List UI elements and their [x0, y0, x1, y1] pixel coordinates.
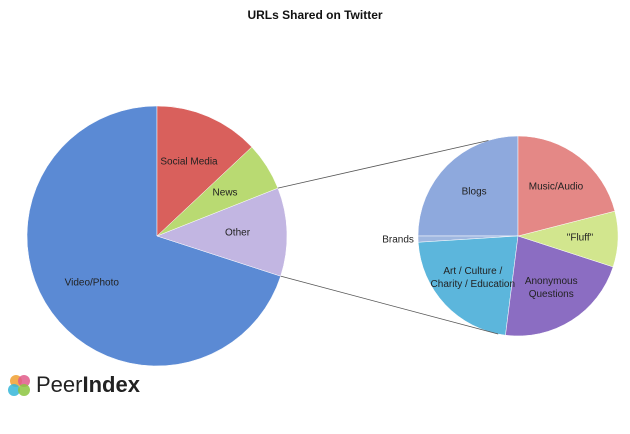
logo-text: Peer	[36, 372, 83, 397]
connector-line	[277, 140, 489, 189]
logo-icon	[8, 375, 30, 396]
pie-slice	[505, 235, 614, 337]
slice-label: Social Media	[160, 156, 218, 168]
slice-label: Art / Culture / Charity / Education	[430, 266, 516, 291]
logo-text-bold: Index	[82, 372, 140, 397]
pie-slice	[156, 187, 288, 277]
connector-line	[280, 275, 499, 335]
pie-slice	[26, 105, 281, 367]
pie-slice	[156, 105, 253, 237]
connectors	[277, 140, 499, 335]
slice-label: News	[212, 187, 238, 199]
slice-label: Video/Photo	[64, 277, 119, 289]
slice-label: Brands	[382, 234, 414, 246]
pie-slice	[517, 135, 616, 237]
logo: PeerIndex	[36, 372, 140, 398]
slice-label: Music/Audio	[528, 181, 584, 193]
slice-label: Anonymous Questions	[524, 276, 578, 301]
chart-title: URLs Shared on Twitter	[247, 8, 383, 22]
slice-label: Blogs	[461, 186, 487, 198]
slice-label: Other	[225, 227, 251, 239]
pie-slice	[417, 135, 519, 237]
slice-label: "Fluff"	[566, 232, 594, 244]
